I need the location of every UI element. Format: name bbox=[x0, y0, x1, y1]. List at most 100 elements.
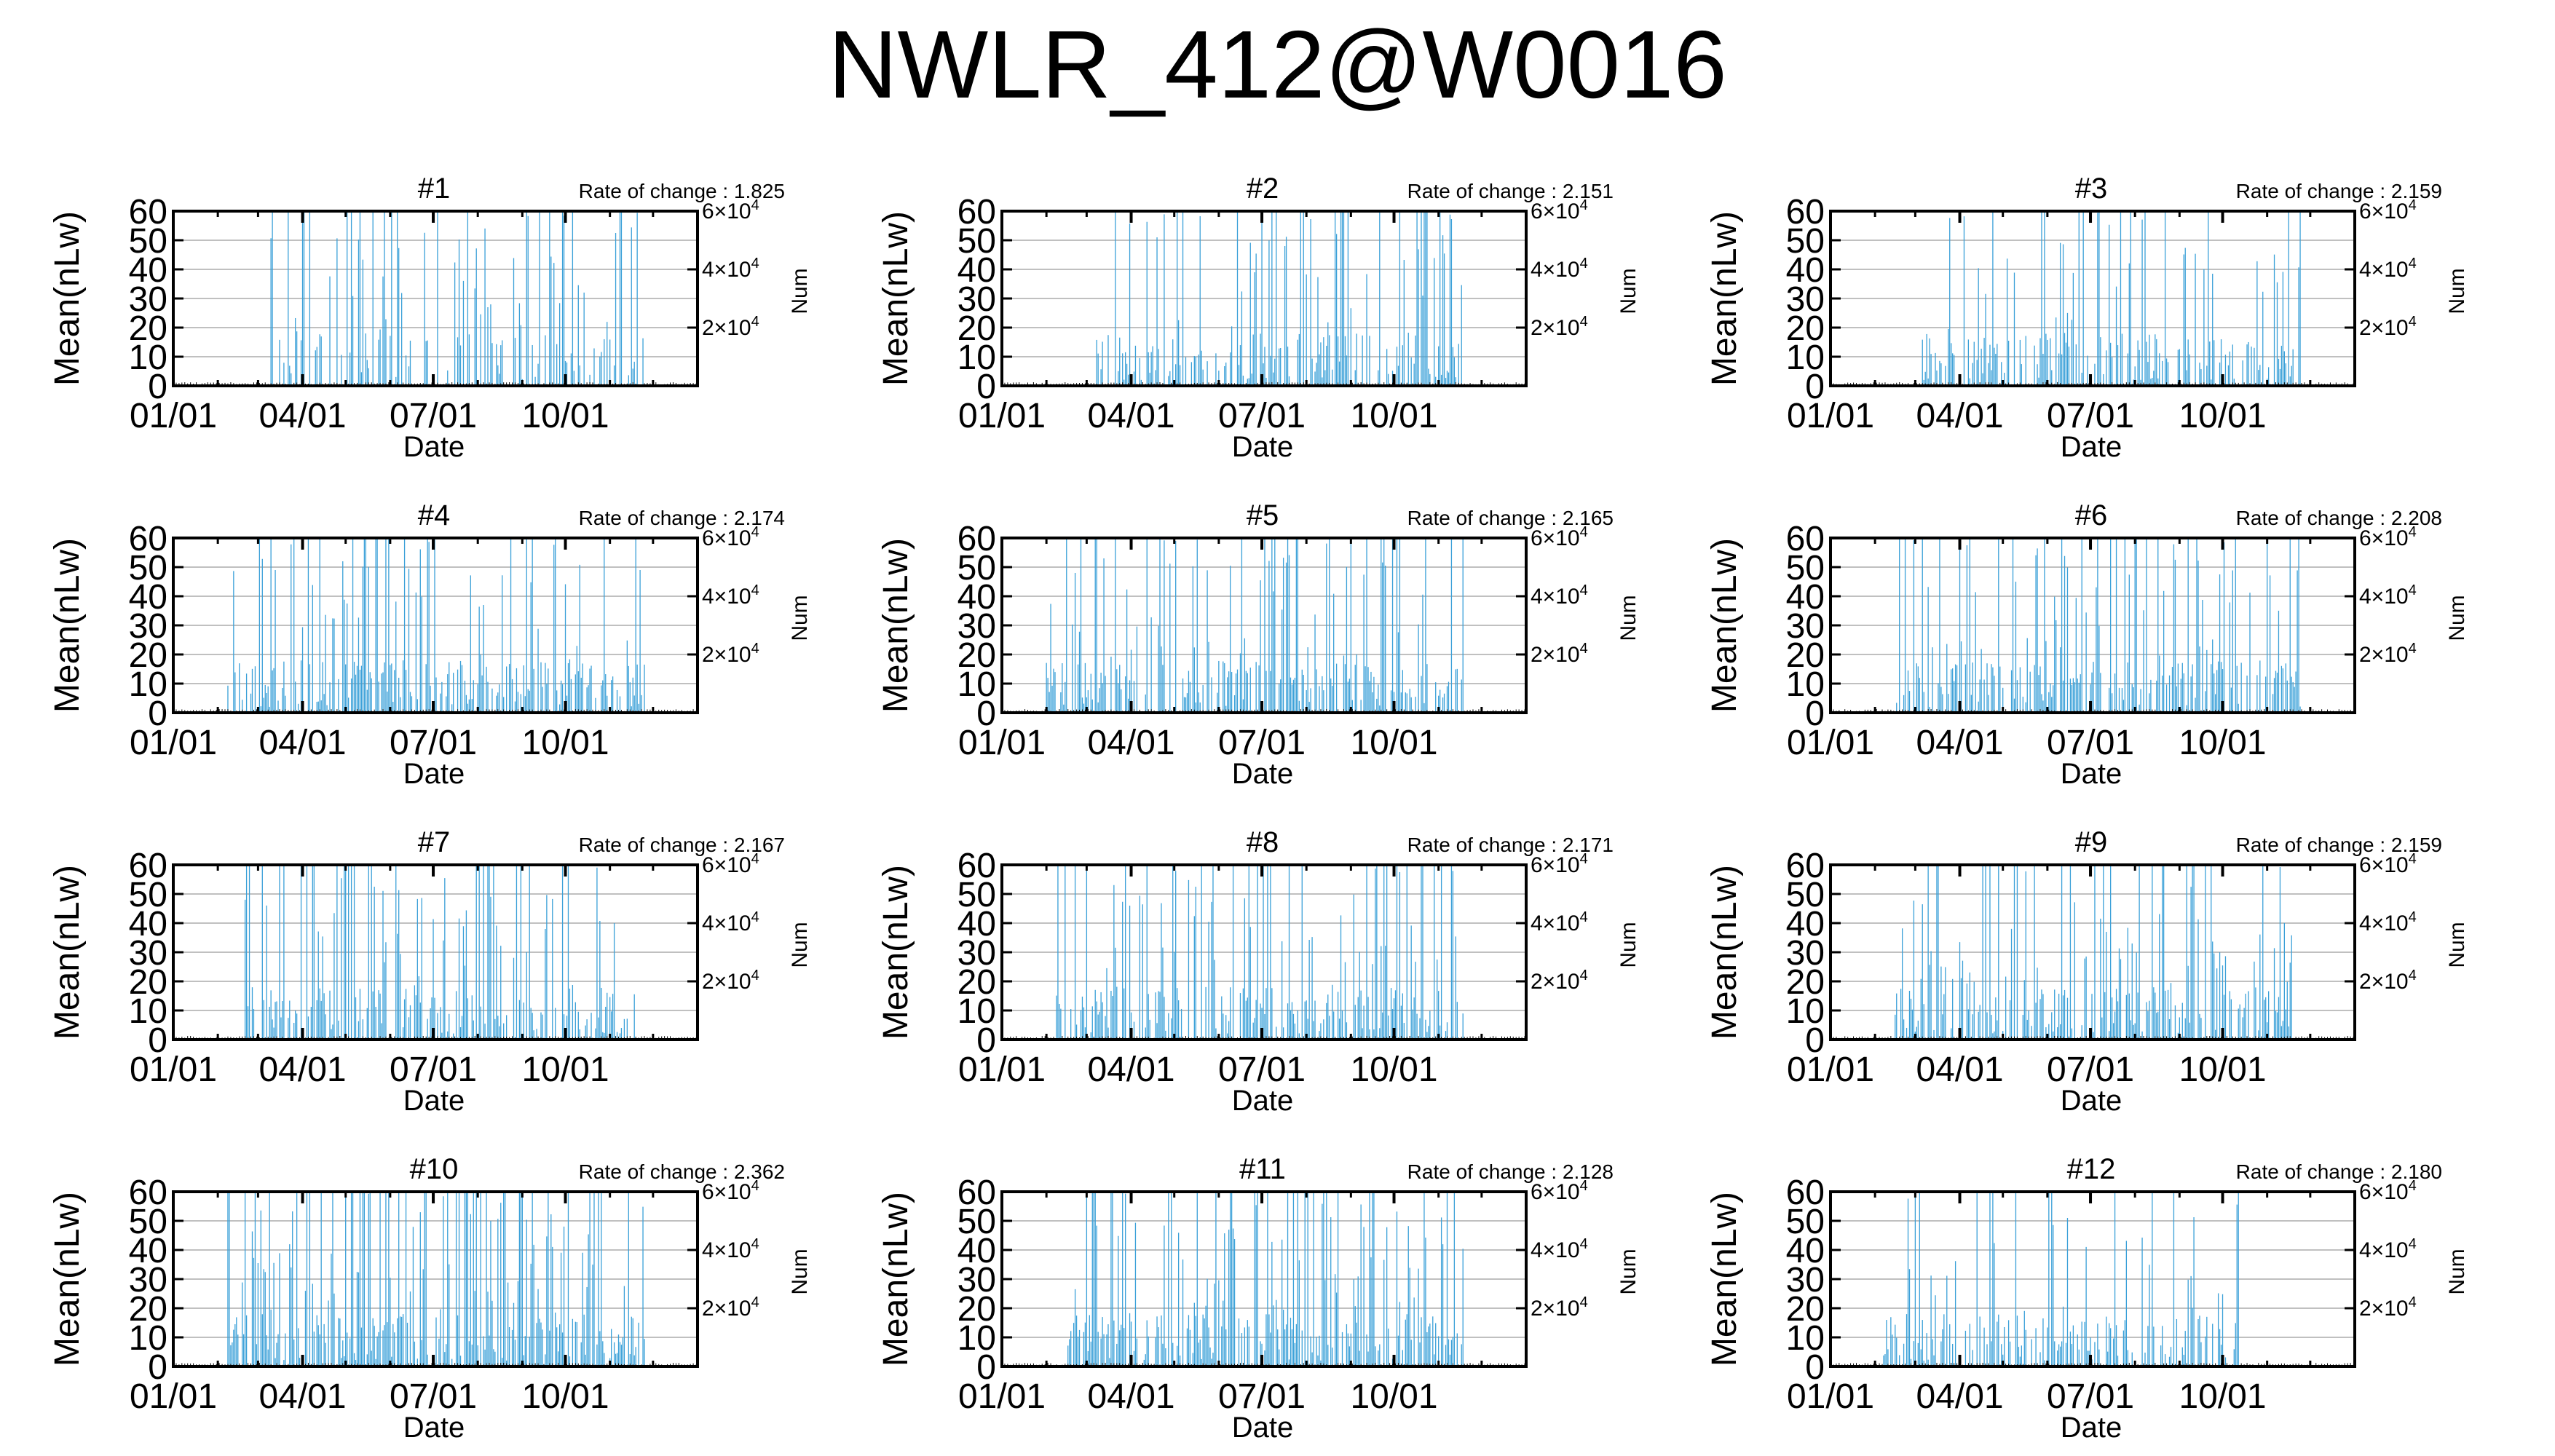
y-tick-label: 10 bbox=[957, 992, 996, 1031]
panel-title: #10 bbox=[410, 1153, 459, 1185]
x-tick-label: 04/01 bbox=[258, 397, 346, 435]
y-tick-label: 30 bbox=[129, 1261, 167, 1299]
y2-tick-label: 4×104 bbox=[702, 1236, 759, 1262]
y-tick-label: 20 bbox=[1786, 309, 1825, 348]
y-tick-label: 0 bbox=[1805, 695, 1825, 733]
y-tick-label: 40 bbox=[129, 905, 167, 943]
y-tick-label: 60 bbox=[1786, 520, 1825, 558]
data-series bbox=[1001, 865, 1525, 1040]
y-tick-label: 10 bbox=[129, 339, 167, 377]
y-axis-label: Mean(nLw) bbox=[1705, 865, 1744, 1040]
y-tick-label: 50 bbox=[957, 549, 996, 587]
x-tick-label: 01/01 bbox=[130, 724, 217, 762]
y-tick-label: 30 bbox=[129, 934, 167, 973]
y-tick-label: 60 bbox=[129, 520, 167, 558]
y-tick-label: 10 bbox=[129, 665, 167, 704]
data-series bbox=[1830, 211, 2354, 386]
x-tick-label: 07/01 bbox=[390, 724, 477, 762]
y-tick-label: 0 bbox=[148, 368, 167, 406]
y2-tick-label: 4×104 bbox=[1531, 582, 1588, 609]
y2-tick-label: 2×104 bbox=[702, 1294, 759, 1321]
x-tick-label: 10/01 bbox=[521, 1051, 609, 1089]
y-tick-label: 20 bbox=[957, 963, 996, 1002]
y-tick-label: 20 bbox=[1786, 963, 1825, 1002]
data-series bbox=[173, 1192, 697, 1366]
y-tick-label: 10 bbox=[1786, 992, 1825, 1031]
y-axis-label: Mean(nLw) bbox=[877, 211, 915, 386]
y2-tick-label: 6×104 bbox=[1531, 1178, 1588, 1204]
y2-tick-label: 4×104 bbox=[1531, 909, 1588, 935]
x-tick-label: 07/01 bbox=[390, 1051, 477, 1089]
y-axis-label: Mean(nLw) bbox=[877, 538, 915, 713]
y2-tick-label: 2×104 bbox=[2359, 314, 2417, 340]
y-tick-label: 60 bbox=[1786, 847, 1825, 885]
x-tick-label: 04/01 bbox=[258, 1377, 346, 1416]
y-tick-label: 20 bbox=[957, 636, 996, 675]
y2-axis-label: Num bbox=[1616, 268, 1640, 314]
y-tick-label: 40 bbox=[957, 578, 996, 617]
y-tick-label: 50 bbox=[957, 876, 996, 914]
x-tick-label: 07/01 bbox=[1218, 1377, 1306, 1416]
rate-of-change-label: Rate of change : 2.171 bbox=[1407, 834, 1614, 856]
x-axis-label: Date bbox=[403, 1085, 465, 1117]
rate-of-change-label: Rate of change : 2.159 bbox=[2236, 180, 2442, 202]
y2-tick-label: 6×104 bbox=[1531, 851, 1588, 877]
y2-tick-label: 2×104 bbox=[702, 314, 759, 340]
x-tick-label: 01/01 bbox=[958, 1377, 1046, 1416]
data-series bbox=[1001, 211, 1525, 386]
x-axis-label: Date bbox=[403, 431, 465, 463]
y-tick-label: 30 bbox=[129, 280, 167, 319]
y-tick-label: 50 bbox=[1786, 222, 1825, 261]
y-axis-label: Mean(nLw) bbox=[48, 211, 87, 386]
x-tick-label: 04/01 bbox=[1087, 397, 1174, 435]
y2-axis-label: Num bbox=[2445, 268, 2469, 314]
y2-tick-label: 6×104 bbox=[702, 197, 759, 223]
x-tick-label: 01/01 bbox=[130, 1377, 217, 1416]
y-tick-label: 20 bbox=[957, 309, 996, 348]
panel-title: #1 bbox=[418, 173, 451, 205]
y-tick-label: 30 bbox=[1786, 607, 1825, 646]
x-tick-label: 07/01 bbox=[2047, 724, 2134, 762]
y-axis-label: Mean(nLw) bbox=[877, 865, 915, 1040]
x-tick-label: 01/01 bbox=[958, 397, 1046, 435]
x-axis-label: Date bbox=[403, 1412, 465, 1444]
y-tick-label: 50 bbox=[129, 1203, 167, 1241]
x-tick-label: 10/01 bbox=[1350, 1377, 1437, 1416]
data-series bbox=[1830, 1192, 2354, 1366]
x-axis-label: Date bbox=[1232, 1085, 1294, 1117]
x-tick-label: 10/01 bbox=[1350, 1051, 1437, 1089]
data-series bbox=[173, 865, 697, 1040]
x-axis-label: Date bbox=[1232, 431, 1294, 463]
y-tick-label: 0 bbox=[976, 1021, 996, 1060]
y2-tick-label: 4×104 bbox=[702, 909, 759, 935]
rate-of-change-label: Rate of change : 2.165 bbox=[1407, 507, 1614, 529]
y-tick-label: 60 bbox=[957, 193, 996, 232]
x-axis-label: Date bbox=[1232, 758, 1294, 790]
panel-title: #2 bbox=[1247, 173, 1279, 205]
y-axis-label: Mean(nLw) bbox=[48, 865, 87, 1040]
y2-tick-label: 4×104 bbox=[2359, 909, 2417, 935]
y2-tick-label: 2×104 bbox=[2359, 641, 2417, 667]
y-tick-label: 60 bbox=[957, 1174, 996, 1212]
y2-axis-label: Num bbox=[788, 268, 812, 314]
y-tick-label: 40 bbox=[129, 1232, 167, 1270]
y-tick-label: 10 bbox=[957, 339, 996, 377]
y-tick-label: 10 bbox=[1786, 339, 1825, 377]
y-tick-label: 40 bbox=[957, 1232, 996, 1270]
rate-of-change-label: Rate of change : 2.174 bbox=[579, 507, 785, 529]
y-tick-label: 30 bbox=[957, 280, 996, 319]
y-tick-label: 60 bbox=[957, 520, 996, 558]
y-tick-label: 0 bbox=[148, 1021, 167, 1060]
panel-title: #6 bbox=[2075, 499, 2108, 531]
x-tick-label: 01/01 bbox=[958, 724, 1046, 762]
y2-tick-label: 2×104 bbox=[1531, 1294, 1588, 1321]
y2-tick-label: 6×104 bbox=[2359, 197, 2417, 223]
rate-of-change-label: Rate of change : 2.159 bbox=[2236, 834, 2442, 856]
y-tick-label: 10 bbox=[129, 992, 167, 1031]
y-tick-label: 20 bbox=[129, 636, 167, 675]
x-tick-label: 07/01 bbox=[1218, 397, 1306, 435]
